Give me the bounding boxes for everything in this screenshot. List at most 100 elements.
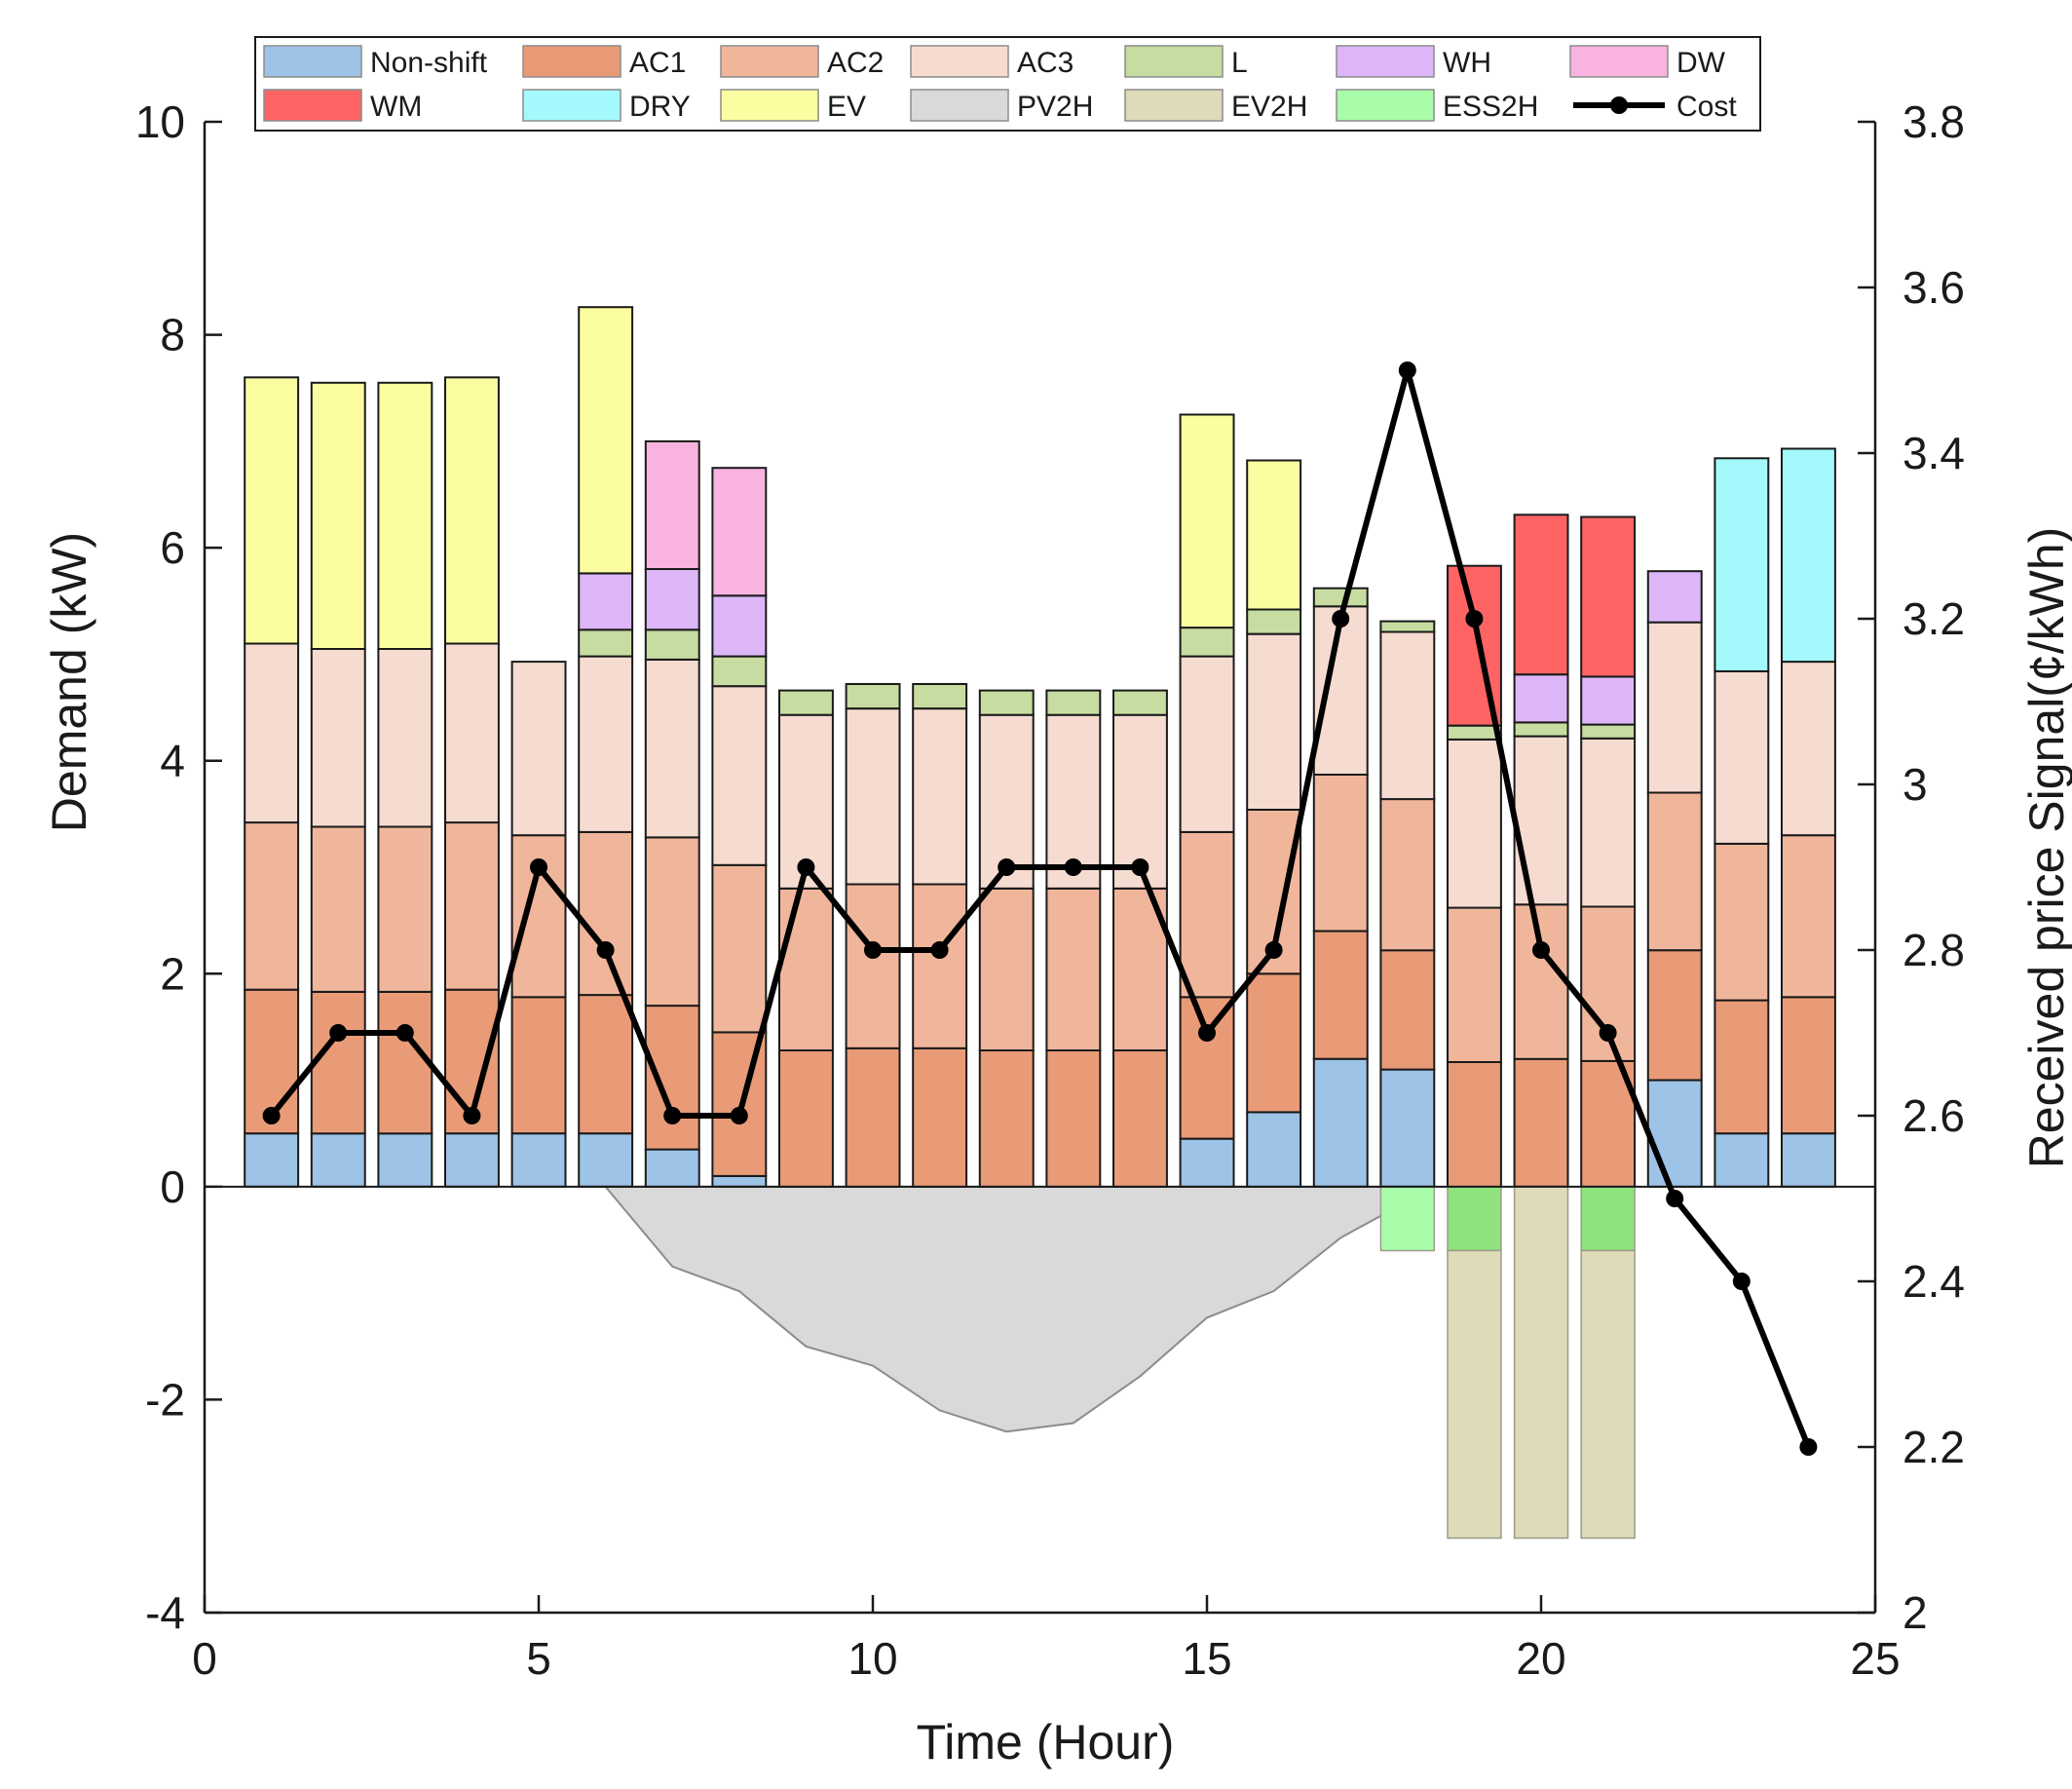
legend-swatch-wm	[263, 89, 362, 122]
bar-ac1-hour-24	[1781, 996, 1836, 1135]
legend-swatch-ev2h	[1124, 89, 1224, 122]
bar-ac1-hour-18	[1379, 949, 1436, 1071]
bar-ac3-hour-24	[1781, 661, 1836, 837]
cost-point-hour-15	[1198, 1024, 1216, 1042]
y-tick-label: -2	[145, 1374, 185, 1425]
bar-ac1-hour-11	[912, 1047, 968, 1188]
bar-l-hour-16	[1246, 608, 1302, 635]
bar-ac3-hour-6	[578, 655, 634, 833]
y2-tick-label: 2	[1902, 1587, 1928, 1638]
legend-label-dw: DW	[1676, 47, 1726, 79]
bar-non-shift-hour-7	[644, 1148, 700, 1188]
bar-ac2-hour-7	[644, 836, 700, 1008]
bar-ac2-hour-9	[778, 887, 834, 1052]
cost-point-hour-1	[262, 1107, 281, 1124]
bar-wh-hour-6	[578, 572, 634, 631]
bar-ac1-hour-6	[578, 994, 634, 1135]
bar-ac2-hour-11	[912, 883, 968, 1049]
bar-ac3-hour-10	[845, 707, 901, 886]
cost-point-hour-23	[1732, 1273, 1751, 1290]
bar-non-shift-hour-17	[1312, 1057, 1369, 1188]
bar-ev-hour-3	[377, 381, 433, 650]
legend-swatch-pv2h	[910, 89, 1009, 122]
bar-ac2-hour-1	[244, 821, 300, 991]
cost-point-hour-16	[1264, 941, 1283, 959]
bar-ess2h-hour-19	[1447, 1186, 1502, 1252]
legend-marker-cost	[1610, 96, 1628, 114]
bar-ess2h-hour-18	[1379, 1186, 1436, 1252]
y-tick-label: 2	[160, 948, 185, 999]
x-axis-title: Time (Hour)	[917, 1715, 1175, 1770]
cost-point-hour-5	[530, 858, 547, 876]
bar-ac3-hour-1	[244, 642, 300, 824]
y2-tick-label: 2.2	[1902, 1422, 1965, 1472]
bar-dry-hour-24	[1781, 447, 1836, 664]
legend-label-ev: EV	[827, 91, 866, 123]
y2-axis-title: Received price Signal(¢/kWh)	[2019, 527, 2072, 1169]
legend-label-ac1: AC1	[629, 47, 686, 79]
bar-non-shift-hour-15	[1179, 1137, 1235, 1188]
bar-dw-hour-7	[644, 439, 700, 570]
bar-ac3-hour-2	[310, 648, 366, 828]
legend-label-non-shift: Non-shift	[370, 47, 488, 79]
bar-non-shift-hour-23	[1714, 1132, 1770, 1188]
axes-layer: -4 -2 0 2 4 6 8 10 2 2.2 2.4 2.6 2.8 3 3.2 3.4 3.6 3.8 0 5 1…	[135, 96, 1965, 1684]
legend-swatch-dry	[522, 89, 622, 122]
bar-l-hour-21	[1580, 723, 1637, 740]
bar-l-hour-9	[778, 689, 834, 716]
bar-l-hour-14	[1112, 689, 1168, 716]
y-tick-label: -4	[145, 1587, 185, 1638]
bar-ac2-hour-15	[1179, 830, 1235, 999]
bar-ev-hour-1	[244, 376, 300, 645]
bar-ess2h-hour-21	[1580, 1186, 1636, 1252]
legend-label-ac3: AC3	[1017, 47, 1074, 79]
bar-ac2-hour-20	[1513, 903, 1569, 1060]
cost-point-hour-19	[1465, 610, 1484, 628]
stacked-bars-layer	[244, 306, 1836, 1188]
legend-label-ess2h: ESS2H	[1443, 91, 1538, 123]
bar-wh-hour-8	[711, 594, 768, 658]
bar-l-hour-18	[1379, 620, 1436, 633]
legend-label-ac2: AC2	[827, 47, 884, 79]
bar-ev-hour-6	[578, 306, 634, 575]
y2-tick-label: 2.4	[1902, 1256, 1965, 1307]
bar-ev2h-hour-21	[1580, 1249, 1636, 1540]
legend-swatch-dw	[1569, 45, 1669, 78]
bar-ac3-hour-19	[1447, 738, 1502, 909]
bar-ac2-hour-17	[1312, 773, 1369, 933]
bar-ac2-hour-4	[444, 821, 500, 991]
legend-swatch-wh	[1336, 45, 1435, 78]
bar-ac2-hour-22	[1646, 791, 1703, 952]
bar-ac2-hour-8	[711, 863, 768, 1034]
bar-ac3-hour-4	[444, 642, 500, 824]
bar-ac3-hour-23	[1714, 669, 1770, 845]
bar-ac2-hour-13	[1045, 887, 1102, 1052]
bar-ac3-hour-11	[912, 707, 968, 886]
bar-ac1-hour-12	[978, 1049, 1035, 1188]
legend-label-l: L	[1231, 47, 1248, 79]
bar-non-shift-hour-6	[578, 1132, 634, 1188]
y2-tick-label: 2.6	[1902, 1090, 1965, 1141]
legend-label-cost: Cost	[1676, 91, 1737, 123]
bar-wh-hour-22	[1646, 570, 1703, 624]
bar-non-shift-hour-8	[711, 1174, 768, 1188]
bar-l-hour-15	[1179, 627, 1235, 658]
bar-ac1-hour-16	[1246, 972, 1302, 1114]
bar-wm-hour-21	[1580, 515, 1637, 678]
y-tick-label: 6	[160, 522, 185, 573]
cost-point-hour-4	[463, 1107, 481, 1124]
y-tick-label: 0	[160, 1161, 185, 1212]
cost-line-layer	[262, 362, 1818, 1456]
x-tick-label: 20	[1516, 1633, 1565, 1684]
y-tick-label: 8	[160, 310, 185, 361]
legend-swatch-ev	[720, 89, 819, 122]
legend-swatch-non-shift	[263, 45, 362, 78]
bar-l-hour-12	[978, 689, 1035, 716]
pv2h-area	[603, 1185, 1435, 1433]
bar-l-hour-19	[1447, 724, 1502, 741]
bar-ac2-hour-12	[978, 887, 1035, 1052]
bar-dry-hour-23	[1714, 457, 1770, 672]
x-tick-label: 0	[192, 1633, 217, 1684]
bar-ac1-hour-19	[1447, 1061, 1502, 1188]
